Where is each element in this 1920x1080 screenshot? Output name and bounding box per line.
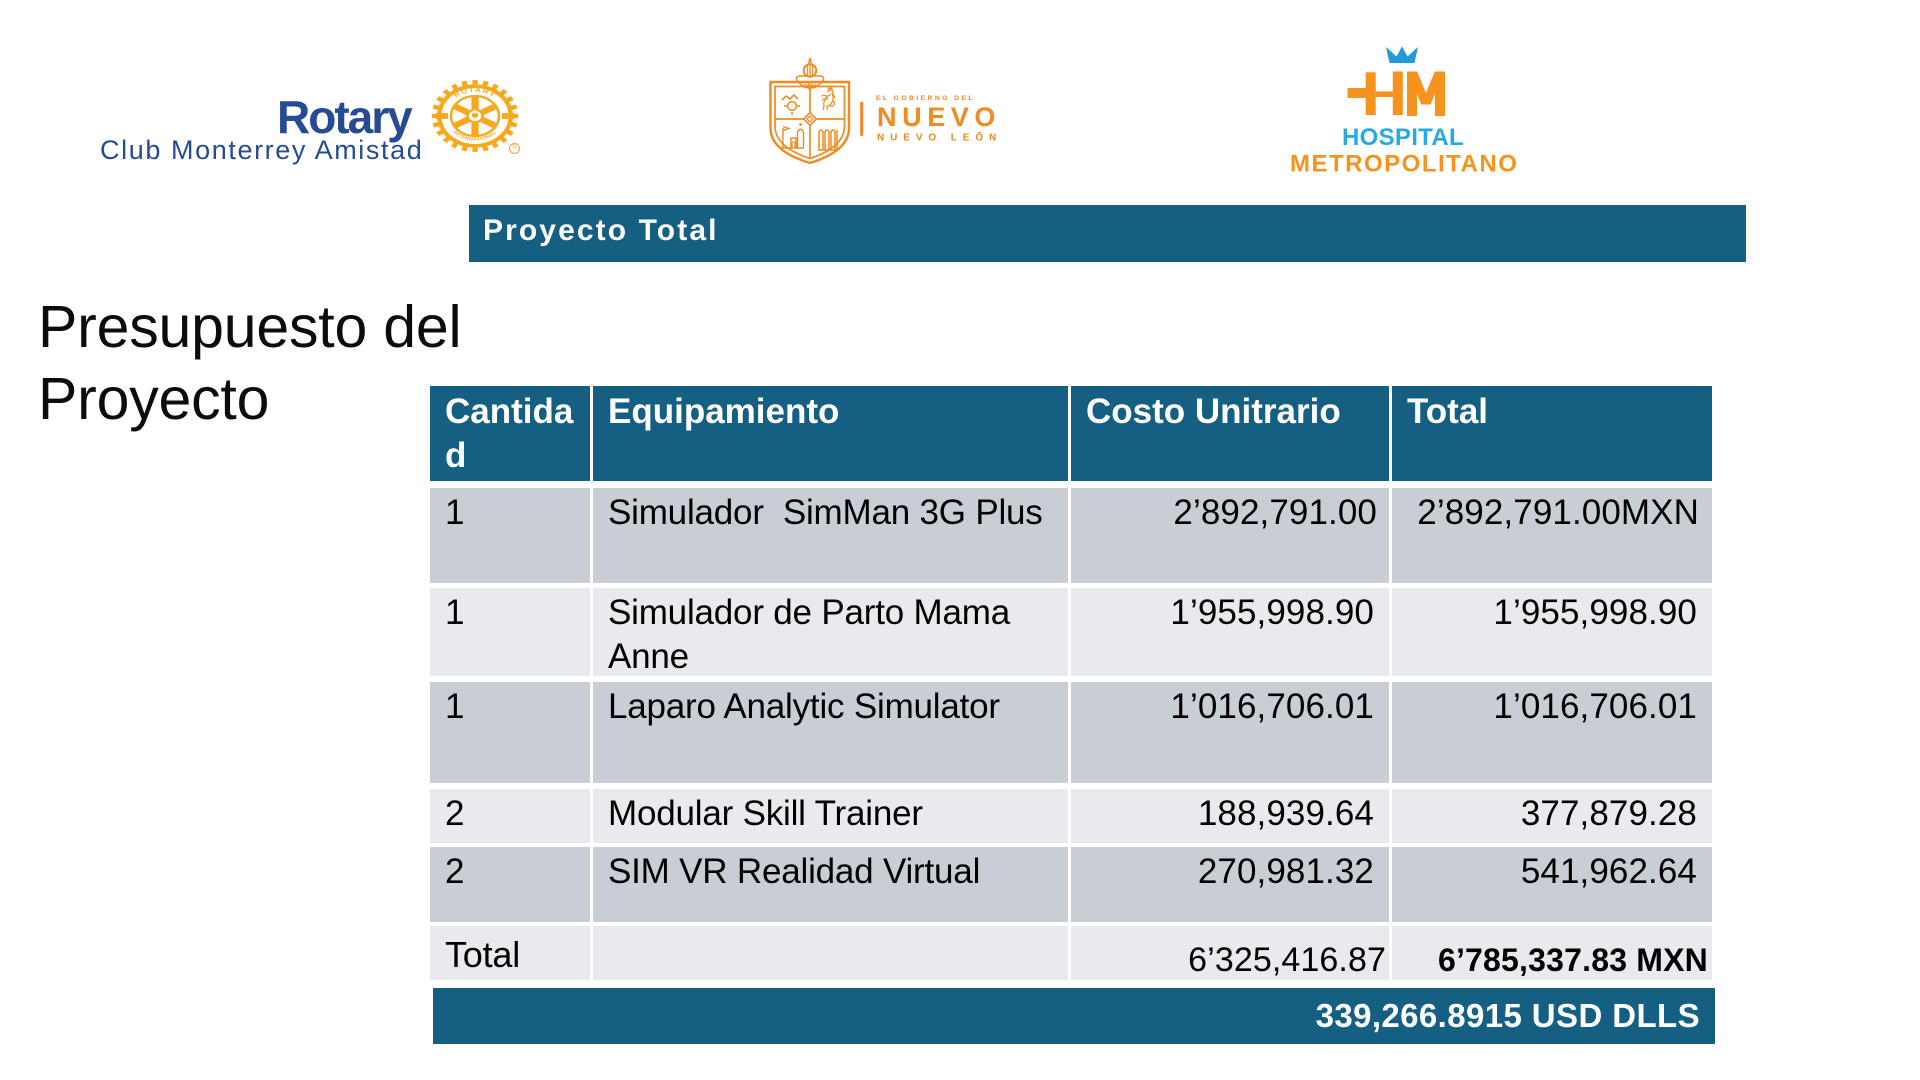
svg-text:EL GOBIERNO DEL: EL GOBIERNO DEL — [876, 95, 975, 102]
svg-text:METROPOLITANO: METROPOLITANO — [1290, 151, 1518, 175]
svg-text:HOSPITAL: HOSPITAL — [1342, 124, 1464, 151]
svg-text:NUEVO LEŌN: NUEVO LEŌN — [877, 132, 1002, 144]
svg-text:NUEVO: NUEVO — [877, 102, 1001, 132]
